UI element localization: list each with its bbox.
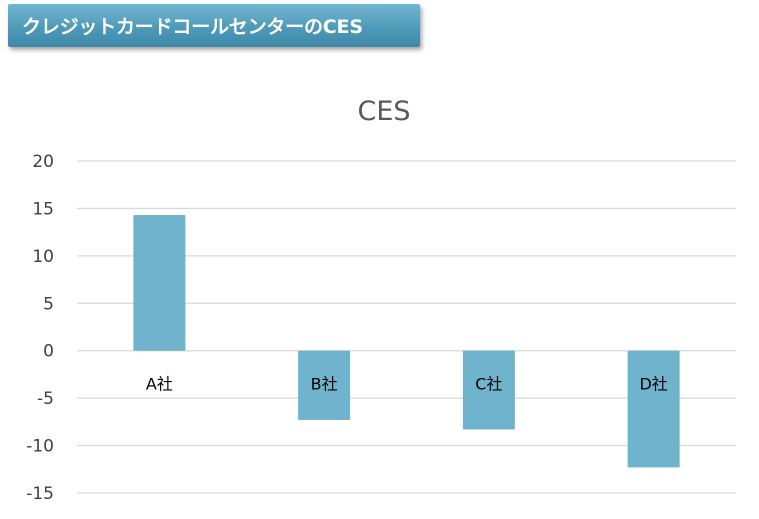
bar-3 xyxy=(462,350,515,430)
header-banner: クレジットカードコールセンターのCES xyxy=(8,4,420,47)
bar-1 xyxy=(133,215,186,351)
header-title: クレジットカードコールセンターのCES xyxy=(22,16,363,38)
y-tick-label: 10 xyxy=(32,247,54,267)
category-label: D社 xyxy=(639,375,667,394)
gridlines xyxy=(77,160,736,494)
bar-2 xyxy=(298,350,351,420)
y-tick-label: -15 xyxy=(26,484,54,504)
y-tick-label: -5 xyxy=(37,389,54,409)
y-tick-label: 5 xyxy=(43,294,54,314)
y-axis-tick-labels: 20 15 10 5 0 -5 -10 -15 xyxy=(26,152,54,504)
bars xyxy=(133,215,680,468)
y-tick-label: 0 xyxy=(43,342,54,362)
category-label: C社 xyxy=(475,375,502,394)
bar-4 xyxy=(627,350,680,468)
chart-title: CES xyxy=(357,96,410,127)
y-tick-label: -10 xyxy=(26,437,54,457)
category-labels: A社 B社 C社 D社 xyxy=(146,375,668,394)
y-tick-label: 20 xyxy=(32,152,54,172)
category-label: B社 xyxy=(311,375,338,394)
y-tick-label: 15 xyxy=(32,199,54,219)
category-label: A社 xyxy=(146,375,173,394)
